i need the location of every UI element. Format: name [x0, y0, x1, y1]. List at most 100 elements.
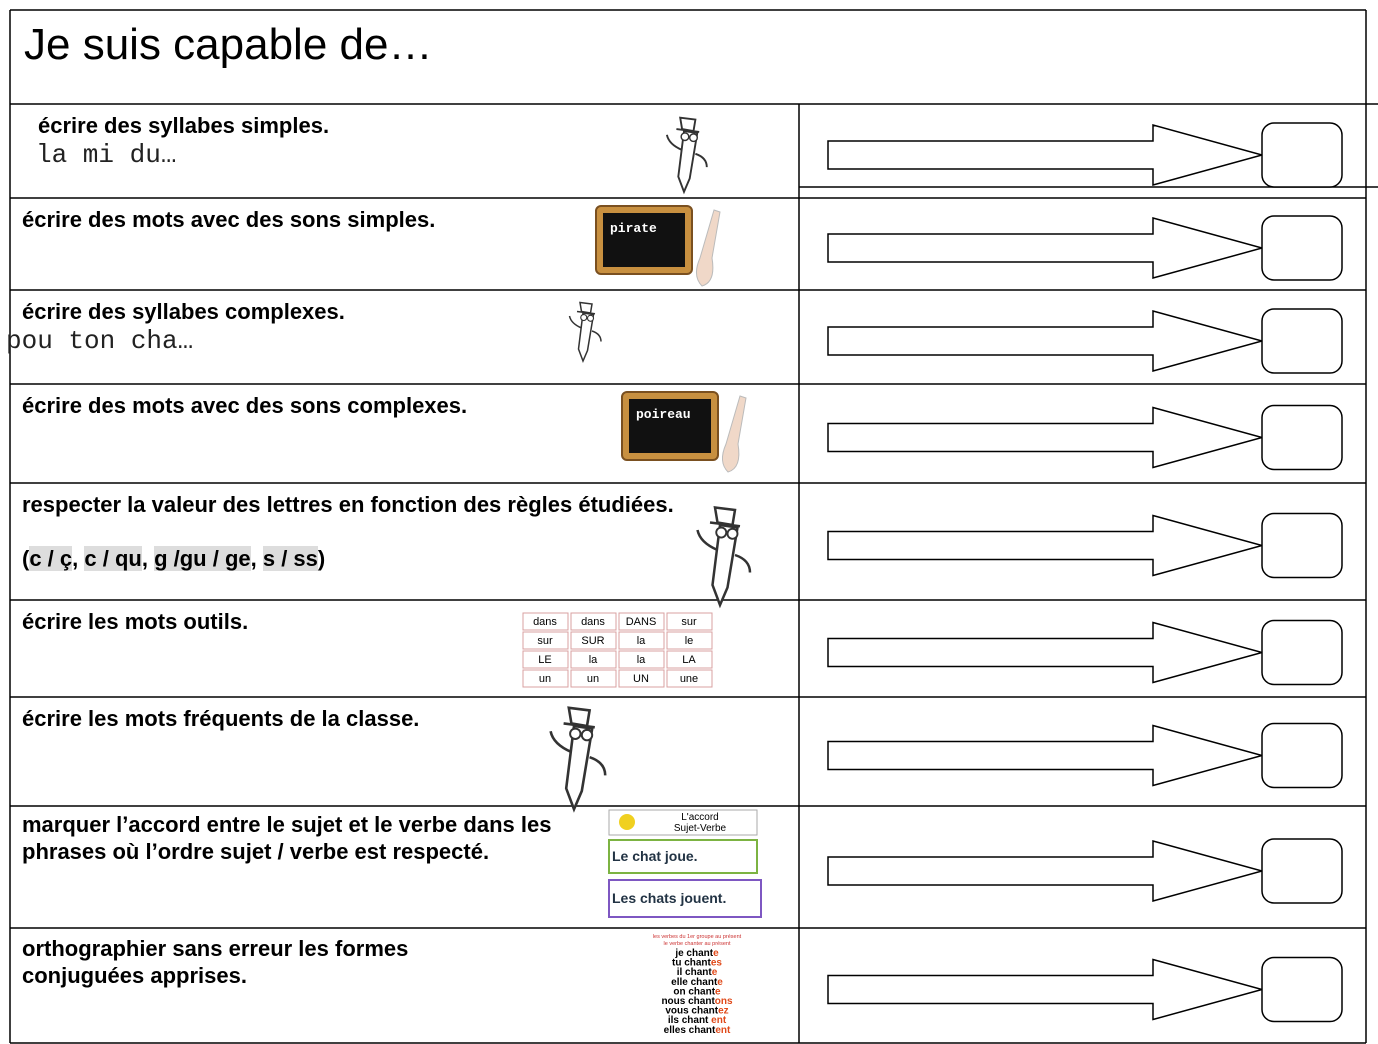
conj-ending: e	[713, 948, 719, 959]
conj-stem: ils chant	[668, 1015, 709, 1026]
word-cell	[666, 669, 713, 688]
example: la mi du…	[36, 140, 177, 170]
conj-stem: on chant	[673, 986, 715, 997]
punctuation: ,	[141, 546, 155, 571]
answer-box	[1261, 722, 1343, 789]
title: Je suis capable de…	[24, 20, 433, 69]
pencil-arm	[696, 529, 752, 573]
word: le	[685, 635, 694, 647]
word: UN	[633, 673, 649, 685]
conj-line: elle chante	[671, 977, 723, 988]
word-cell	[666, 612, 713, 631]
word-cell	[522, 631, 569, 650]
word-cell	[618, 650, 665, 669]
conj-ending: es	[711, 958, 723, 969]
word: un	[587, 673, 599, 685]
answer-box	[1261, 308, 1343, 374]
chalk-hand	[722, 395, 747, 473]
pencil-hat	[709, 506, 741, 528]
conj-line: vous chantez	[665, 1006, 728, 1017]
conj-line: nous chantons	[661, 996, 733, 1007]
arrow	[827, 124, 1265, 186]
pencil-body	[711, 523, 739, 609]
word-cell	[570, 631, 617, 650]
conj-stem: elles chant	[664, 1025, 716, 1036]
word: LA	[682, 654, 696, 666]
word-cell	[570, 669, 617, 688]
card-title: L'accord	[681, 812, 719, 823]
slate-board	[603, 213, 685, 267]
word-cell	[666, 631, 713, 650]
answer-box	[1261, 619, 1343, 686]
word: la	[589, 654, 598, 666]
card-icon	[619, 814, 635, 830]
pencil-hat	[563, 706, 595, 729]
chalk-hand	[696, 209, 721, 287]
word: sur	[537, 635, 553, 647]
example: pou ton cha…	[6, 326, 194, 356]
conj-stem: tu chant	[672, 958, 712, 969]
word-cell	[618, 669, 665, 688]
conj-ending: ent	[715, 1025, 731, 1036]
rule-example: c / qu	[84, 546, 142, 571]
pencil-body	[564, 724, 594, 813]
word-cell	[522, 669, 569, 688]
word-cell	[618, 612, 665, 631]
answer-box	[1261, 404, 1343, 471]
row-label: écrire les mots fréquents de la classe.	[22, 706, 420, 731]
word-cell	[522, 612, 569, 631]
punctuation: ,	[250, 546, 263, 571]
pencil-body	[577, 312, 595, 364]
word: dans	[533, 616, 557, 628]
arrow	[827, 514, 1265, 577]
word: dans	[581, 616, 605, 628]
arrow	[827, 406, 1265, 469]
word-cell	[618, 631, 665, 650]
rule-example: s / ss	[262, 546, 318, 571]
word-cell	[522, 650, 569, 669]
word: LE	[538, 654, 551, 666]
conj-stem: je chant	[674, 948, 713, 959]
pencil-eye	[580, 728, 594, 742]
conj-line: elles chantent	[664, 1025, 731, 1036]
slate-word: pirate	[610, 221, 657, 236]
arrow	[827, 958, 1265, 1021]
pencil-body	[677, 129, 699, 195]
slate-board	[629, 399, 711, 453]
word: sur	[681, 616, 697, 628]
pencil-eye	[580, 313, 588, 322]
word: SUR	[581, 635, 604, 647]
pencil-eye	[680, 132, 690, 142]
row-label: écrire des syllabes complexes.	[22, 299, 345, 324]
pencil-icon	[568, 301, 602, 364]
sentence: Les chats jouent.	[612, 890, 726, 906]
word: la	[637, 635, 646, 647]
sentence-box	[608, 839, 758, 874]
pencil-arm	[549, 730, 607, 776]
row-label: respecter la valeur des lettres en fonct…	[22, 492, 674, 517]
conj-title: les verbes du 1er groupe au présent	[653, 934, 742, 940]
row-label: écrire les mots outils.	[22, 609, 249, 634]
conj-ending: e	[715, 986, 721, 997]
conj-stem: vous chant	[665, 1006, 718, 1017]
conj-ending: ent	[708, 1015, 726, 1026]
row-label: marquer l’accord entre le sujet et le ve…	[22, 812, 552, 864]
pencil-eye	[586, 314, 595, 322]
pencil-arm	[568, 315, 602, 342]
word-cell	[666, 650, 713, 669]
conj-ending: e	[717, 977, 723, 988]
arrow	[827, 217, 1265, 279]
word: la	[637, 654, 646, 666]
conj-ending: ez	[718, 1006, 729, 1017]
sentence-box	[608, 879, 762, 918]
punctuation: )	[317, 546, 326, 571]
pencil-arm	[665, 134, 708, 168]
punctuation: ,	[72, 546, 85, 571]
pencil-eye	[715, 526, 728, 539]
conj-line: on chante	[673, 986, 721, 997]
row-label: écrire des mots avec des sons simples.	[22, 207, 436, 232]
punctuation: (	[22, 546, 30, 571]
conj-line: je chante	[674, 948, 719, 959]
conj-ending: ons	[715, 996, 733, 1007]
